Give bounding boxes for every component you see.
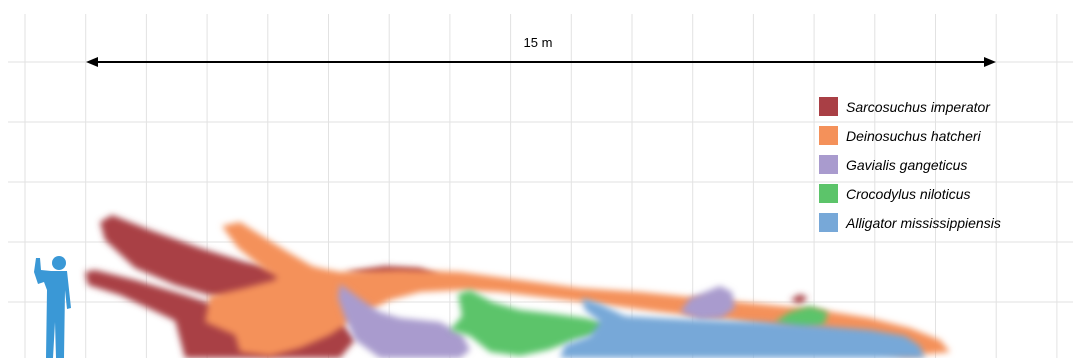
legend-label: Gavialis gangeticus bbox=[846, 156, 968, 173]
legend-swatch bbox=[819, 155, 838, 174]
human-silhouette-icon bbox=[34, 256, 71, 358]
legend-item-sarcosuchus: Sarcosuchus imperator bbox=[819, 92, 1001, 121]
legend-label: Alligator mississippiensis bbox=[846, 214, 1001, 231]
double-arrow-icon bbox=[86, 57, 996, 67]
legend-item-deinosuchus: Deinosuchus hatcheri bbox=[819, 121, 1001, 150]
scale-bar: 15 m bbox=[86, 35, 996, 67]
crocodylus-body bbox=[450, 290, 612, 356]
sarcosuchus-tail-tip bbox=[790, 294, 808, 304]
legend-label: Deinosuchus hatcheri bbox=[846, 127, 981, 144]
gavialis-tail bbox=[680, 286, 735, 320]
sarcosuchus-upper-jaw bbox=[100, 215, 300, 310]
legend-item-alligator: Alligator mississippiensis bbox=[819, 208, 1001, 237]
legend-swatch bbox=[819, 97, 838, 116]
legend-label: Crocodylus niloticus bbox=[846, 185, 971, 202]
gavialis-silhouette bbox=[338, 284, 735, 358]
legend-swatch bbox=[819, 184, 838, 203]
legend-label: Sarcosuchus imperator bbox=[846, 98, 990, 115]
species-legend: Sarcosuchus imperator Deinosuchus hatche… bbox=[819, 92, 1001, 237]
legend-swatch bbox=[819, 126, 838, 145]
legend-item-gavialis: Gavialis gangeticus bbox=[819, 150, 1001, 179]
scale-label: 15 m bbox=[524, 35, 553, 50]
alligator-body bbox=[560, 298, 925, 358]
deinosuchus-silhouette bbox=[205, 222, 950, 356]
legend-item-crocodylus: Crocodylus niloticus bbox=[819, 179, 1001, 208]
legend-swatch bbox=[819, 213, 838, 232]
alligator-silhouette bbox=[560, 298, 925, 358]
deinosuchus-body bbox=[205, 262, 950, 356]
gavialis-body bbox=[338, 284, 470, 358]
